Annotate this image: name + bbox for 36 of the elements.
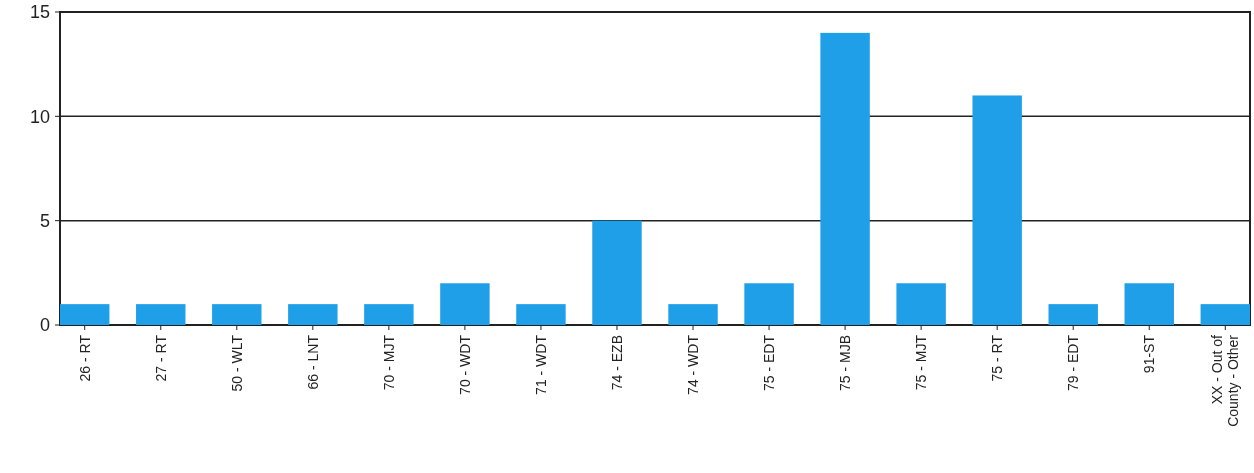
bar — [896, 283, 946, 325]
x-tick-label: 70 - WDT — [456, 334, 473, 395]
x-tick-label: 74 - EZB — [608, 335, 625, 391]
y-tick-label: 5 — [39, 210, 50, 231]
y-tick-label: 0 — [39, 315, 50, 336]
bar — [212, 304, 262, 325]
bar — [972, 95, 1022, 325]
x-tick-label: 27 - RT — [152, 334, 169, 382]
bar — [288, 304, 338, 325]
x-tick-label: 66 - LNT — [304, 334, 321, 390]
bar — [1124, 283, 1174, 325]
bar — [516, 304, 566, 325]
x-tick-label: XX - Out of County - Other — [1209, 334, 1241, 427]
y-tick-label: 10 — [29, 106, 50, 127]
bar — [820, 32, 870, 325]
bar — [1200, 304, 1250, 325]
bar — [440, 283, 490, 325]
x-tick-label: 75 - MJB — [837, 335, 853, 392]
x-tick-label: 50 - WLT — [228, 334, 245, 392]
x-tick-label: 91-ST — [1141, 334, 1158, 374]
bar — [1048, 304, 1098, 325]
x-tick-label: 70 - MJT — [380, 334, 397, 391]
x-tick-label: 79 - EDT — [1065, 334, 1082, 392]
bar — [592, 220, 642, 325]
bar — [136, 304, 186, 325]
bar — [744, 283, 794, 325]
y-tick-label: 15 — [29, 2, 50, 23]
x-tick-label: 71 - WDT — [532, 334, 549, 395]
bar — [60, 304, 110, 325]
x-tick-label: 26 - RT — [76, 334, 93, 382]
x-tick-label: 74 - WDT — [684, 334, 701, 395]
x-tick-label: 75 - MJT — [913, 334, 930, 391]
bar — [668, 304, 718, 325]
x-tick-label: 75 - EDT — [760, 334, 777, 392]
bar — [364, 304, 414, 325]
x-tick-label: 75 - RT — [989, 334, 1006, 382]
